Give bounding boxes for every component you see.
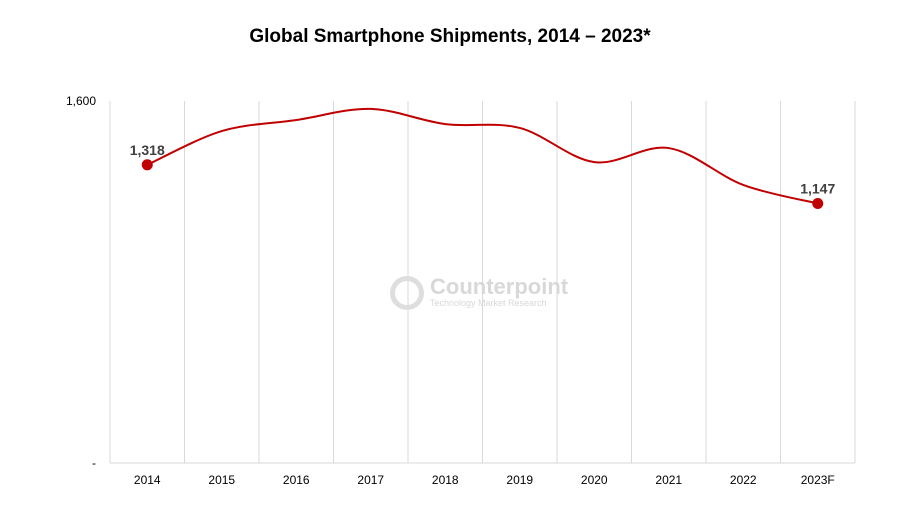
x-tick-label: 2019	[506, 473, 533, 487]
counterpoint-logo-icon	[390, 276, 424, 310]
watermark-tagline: Technology Market Research	[430, 298, 547, 308]
x-tick-label: 2021	[655, 473, 682, 487]
data-point	[141, 159, 153, 171]
x-tick-label: 2023F	[801, 473, 835, 487]
x-tick-label: 2017	[357, 473, 384, 487]
x-tick-label: 2022	[730, 473, 757, 487]
x-tick-label: 2020	[581, 473, 608, 487]
x-tick-label: 2015	[208, 473, 235, 487]
watermark-brand: Counterpoint	[430, 274, 569, 299]
x-tick-label: 2018	[432, 473, 459, 487]
x-tick-label: 2014	[134, 473, 161, 487]
y-tick-label: -	[92, 456, 96, 470]
data-label: 1,147	[800, 180, 835, 196]
x-tick-label: 2016	[283, 473, 310, 487]
y-tick-label: 1,600	[66, 94, 96, 108]
chart-title: Global Smartphone Shipments, 2014 – 2023…	[249, 26, 651, 47]
data-label: 1,318	[130, 142, 165, 158]
series-line	[146, 107, 818, 205]
data-point	[812, 197, 824, 209]
